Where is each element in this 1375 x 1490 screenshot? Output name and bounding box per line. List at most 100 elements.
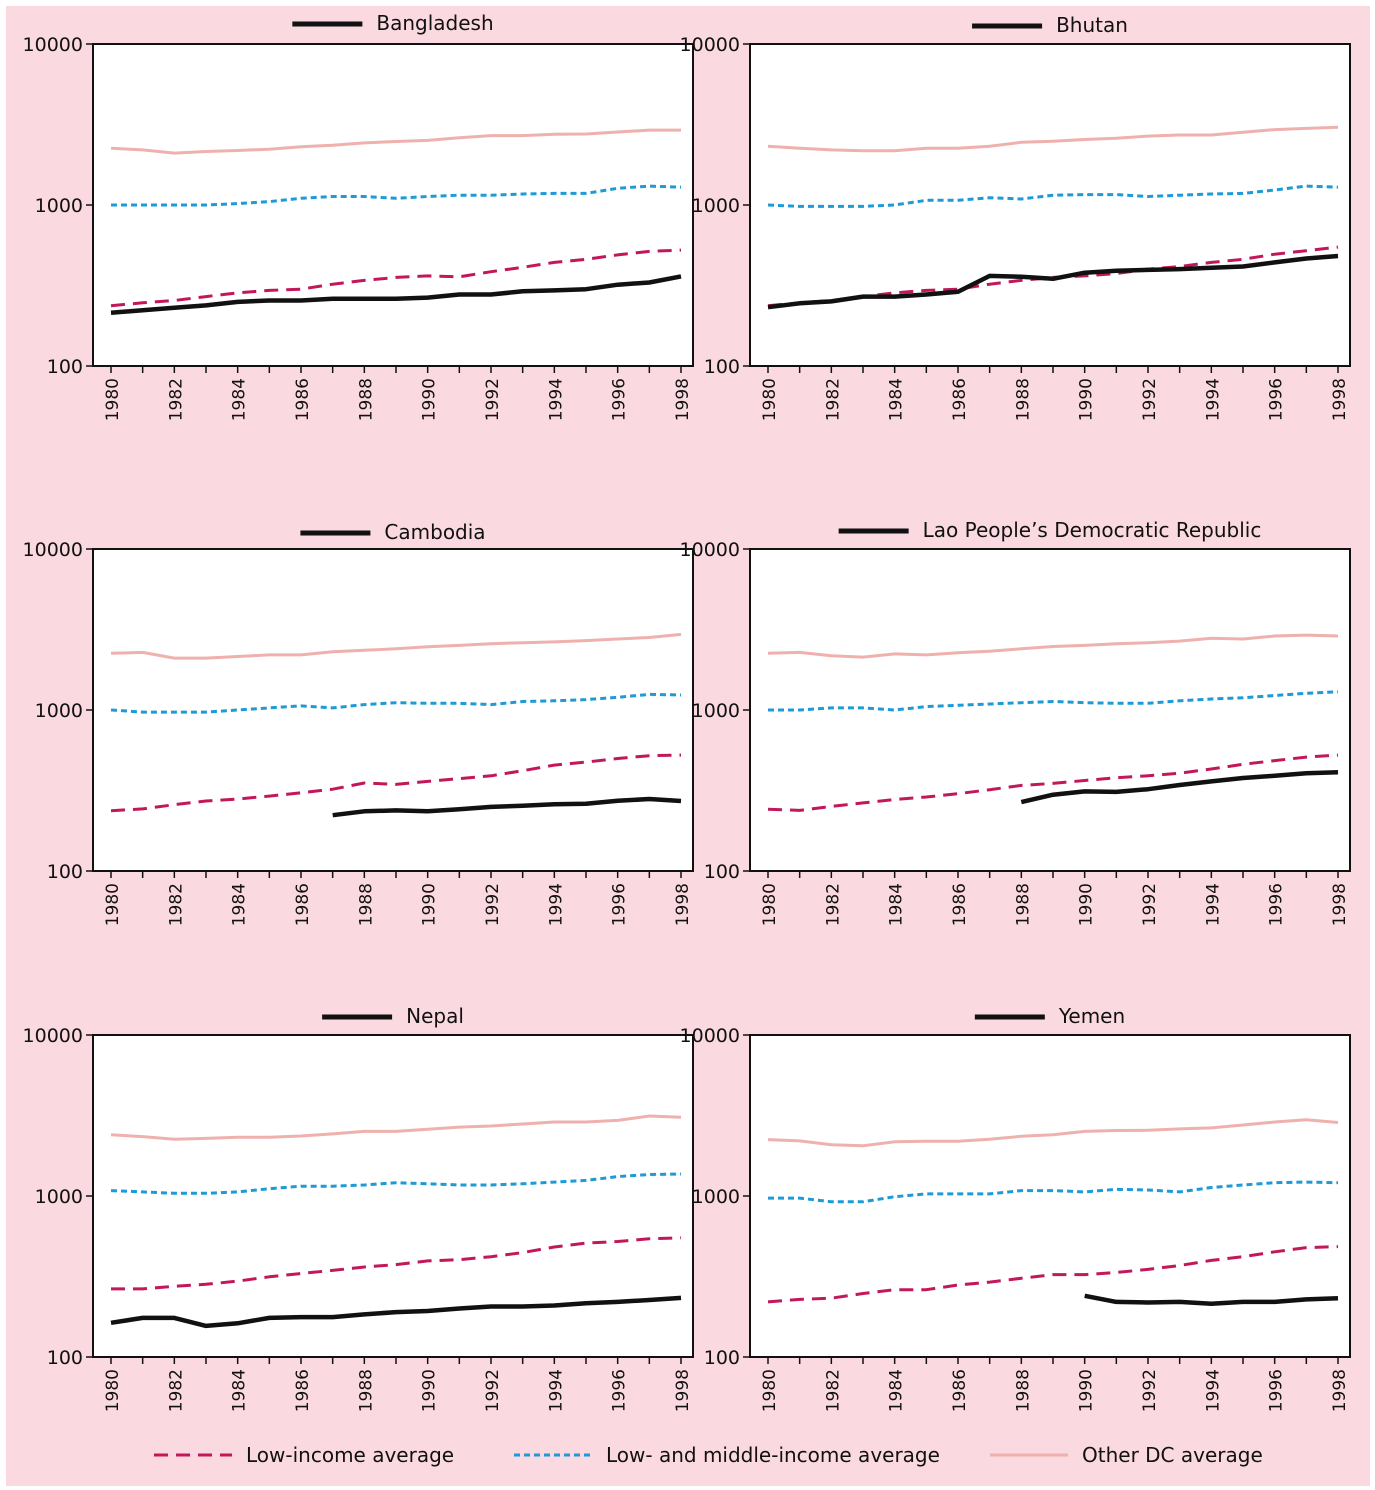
- x-tick-label: 1996: [1267, 1369, 1287, 1412]
- x-tick-label: 1996: [610, 1369, 630, 1412]
- chart-panel: Nepal 100 1000 10000 1980 1982 1984 1986 1988 199…: [23, 1004, 694, 1412]
- series-line-country: [1020, 770, 1339, 805]
- series-line-other-dc: [110, 632, 682, 660]
- x-tick-label: 1984: [887, 1369, 907, 1412]
- series-line-low-middle-income: [111, 184, 682, 207]
- plot-area: [92, 548, 694, 872]
- x-tick-label: 1996: [610, 883, 630, 926]
- chart-panel: Yemen 100 1000 10000 1980 1982 1984 1986 1988 199…: [680, 1004, 1351, 1412]
- x-tick-label: 1996: [1267, 378, 1287, 421]
- series-line-low-income: [767, 1245, 1339, 1304]
- y-tick-label: 100: [704, 1347, 740, 1369]
- x-tick-label: 1994: [546, 378, 566, 421]
- x-tick-label: 1982: [823, 1369, 843, 1412]
- x-tick-label: 1980: [103, 883, 123, 926]
- x-tick-label: 1980: [760, 378, 780, 421]
- x-tick-label: 1992: [1140, 1369, 1160, 1412]
- chart-panel: Lao People’s Democratic Republic 100 1000 1…: [680, 518, 1351, 926]
- x-tick-label: 1998: [673, 378, 693, 421]
- y-tick-label: 10000: [23, 1025, 83, 1047]
- series-line-country: [332, 796, 682, 818]
- figure-background: Bangladesh 100 1000 10000 1980 1982 1984 1986 19…: [6, 6, 1370, 1486]
- series-line-other-dc: [767, 1118, 1339, 1148]
- x-tick-label: 1980: [760, 883, 780, 926]
- y-tick-label: 1000: [35, 700, 83, 722]
- x-tick-label: 1998: [1330, 883, 1350, 926]
- x-tick-label: 1984: [887, 883, 907, 926]
- y-tick-label: 100: [704, 356, 740, 378]
- chart-panel: Bangladesh 100 1000 10000 1980 1982 1984 1986 19…: [23, 11, 694, 421]
- legend-item-low-middle-income: Low- and middle-income average: [514, 1443, 940, 1467]
- x-tick-label: 1982: [166, 883, 186, 926]
- panel-title: Cambodia: [384, 520, 485, 544]
- x-tick-label: 1982: [166, 1369, 186, 1412]
- series-line-country: [110, 274, 682, 316]
- series-line-other-dc: [767, 633, 1339, 659]
- legend-item-low-income: Low-income average: [154, 1443, 454, 1467]
- series-line-other-dc: [767, 125, 1339, 153]
- series-line-low-middle-income: [767, 184, 1339, 208]
- series-line-low-middle-income: [768, 1180, 1339, 1204]
- y-tick-label: 100: [47, 861, 83, 883]
- x-tick-label: 1982: [823, 883, 843, 926]
- x-tick-label: 1990: [420, 1369, 440, 1412]
- x-tick-label: 1988: [356, 1369, 376, 1412]
- small-multiples-chart: Bangladesh 100 1000 10000 1980 1982 1984 1986 19…: [23, 11, 1351, 1467]
- x-tick-label: 1986: [950, 378, 970, 421]
- series-line-low-income: [111, 1236, 682, 1291]
- x-tick-label: 1994: [1203, 378, 1223, 421]
- series-line-low-middle-income: [110, 692, 682, 714]
- y-tick-label: 1000: [35, 1186, 83, 1208]
- x-tick-label: 1990: [1077, 883, 1097, 926]
- x-tick-label: 1986: [293, 378, 313, 421]
- x-tick-label: 1982: [823, 378, 843, 421]
- y-tick-label: 100: [47, 1347, 83, 1369]
- x-tick-label: 1986: [293, 883, 313, 926]
- series-line-other-dc: [110, 128, 681, 155]
- x-tick-label: 1992: [483, 378, 503, 421]
- x-tick-label: 1990: [1077, 1369, 1097, 1412]
- x-tick-label: 1992: [1140, 883, 1160, 926]
- x-tick-label: 1980: [103, 1369, 123, 1412]
- panel-title: Yemen: [1058, 1004, 1125, 1028]
- x-tick-label: 1984: [887, 378, 907, 421]
- plot-area: [749, 1034, 1351, 1358]
- legend-label: Other DC average: [1082, 1443, 1263, 1467]
- x-tick-label: 1986: [950, 1369, 970, 1412]
- x-tick-label: 1992: [483, 883, 503, 926]
- x-tick-label: 1988: [1013, 883, 1033, 926]
- series-line-low-income: [767, 753, 1339, 812]
- y-tick-label: 100: [704, 861, 740, 883]
- y-tick-label: 1000: [35, 195, 83, 217]
- x-tick-label: 1998: [673, 883, 693, 926]
- chart-panel: Cambodia 100 1000 10000 1980 1982 1984 1986 1988…: [23, 520, 694, 926]
- panel-title: Nepal: [406, 1004, 464, 1028]
- series-line-low-income: [110, 248, 682, 308]
- x-tick-label: 1980: [760, 1369, 780, 1412]
- panel-title: Bhutan: [1056, 13, 1128, 37]
- y-tick-label: 10000: [680, 1025, 740, 1047]
- series-line-low-income: [110, 753, 682, 813]
- y-tick-label: 1000: [692, 1186, 740, 1208]
- y-tick-label: 10000: [23, 34, 83, 56]
- legend: Low-income average Low- and middle-income…: [154, 1443, 1263, 1467]
- x-tick-label: 1992: [483, 1369, 503, 1412]
- legend-item-other-dc: Other DC average: [990, 1443, 1263, 1467]
- panel-title: Bangladesh: [376, 11, 493, 35]
- x-tick-label: 1994: [1203, 883, 1223, 926]
- y-tick-label: 10000: [680, 539, 740, 561]
- x-tick-label: 1982: [166, 378, 186, 421]
- x-tick-label: 1990: [420, 883, 440, 926]
- y-tick-label: 10000: [680, 34, 740, 56]
- x-tick-label: 1992: [1140, 378, 1160, 421]
- chart-panel: Bhutan 100 1000 10000 1980 1982 1984 1986 1988 19…: [680, 13, 1351, 421]
- x-tick-label: 1988: [356, 883, 376, 926]
- y-tick-label: 1000: [692, 195, 740, 217]
- y-tick-label: 10000: [23, 539, 83, 561]
- x-tick-label: 1984: [230, 883, 250, 926]
- x-tick-label: 1986: [293, 1369, 313, 1412]
- legend-label: Low- and middle-income average: [606, 1443, 940, 1467]
- x-tick-label: 1988: [356, 378, 376, 421]
- legend-label: Low-income average: [246, 1443, 454, 1467]
- x-tick-label: 1994: [1203, 1369, 1223, 1412]
